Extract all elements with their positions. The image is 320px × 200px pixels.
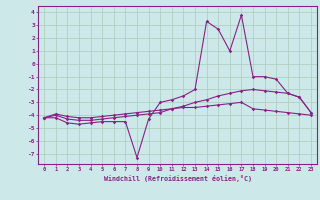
- X-axis label: Windchill (Refroidissement éolien,°C): Windchill (Refroidissement éolien,°C): [104, 175, 252, 182]
